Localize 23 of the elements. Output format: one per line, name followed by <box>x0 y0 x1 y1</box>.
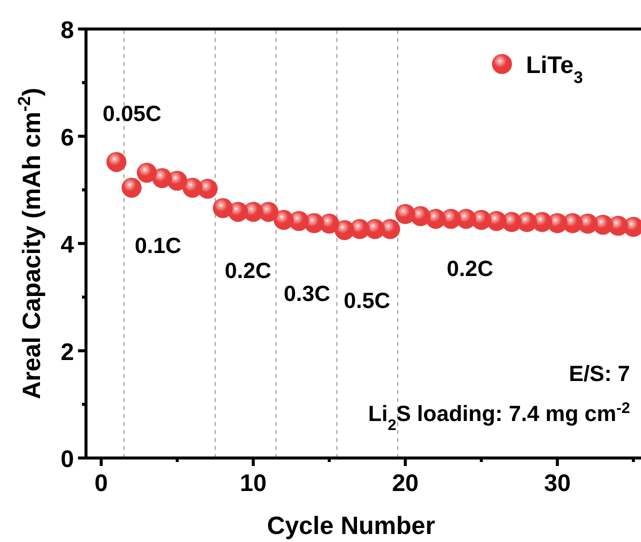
point <box>167 170 188 191</box>
annotation: 0.2C <box>446 256 494 281</box>
x-axis-title: Cycle Number <box>266 512 436 540</box>
x-tick-label: 0 <box>94 470 108 497</box>
x-tick-label: 10 <box>240 470 267 497</box>
annotation: Li$_{2}$S loading: 7.4 mg cm$^{-2}$ <box>368 400 630 434</box>
x-tick-label: 30 <box>544 470 571 497</box>
point <box>106 152 126 172</box>
annotation: 0.1C <box>134 233 182 258</box>
x-tick-label: 20 <box>392 470 419 497</box>
y-tick-label: 0 <box>60 446 74 473</box>
annotation: 0.3C <box>284 281 330 306</box>
annotation: 0.2C <box>224 258 272 283</box>
y-tick-label: 6 <box>60 124 74 152</box>
annotation: 0.5C <box>344 288 390 313</box>
point <box>122 178 142 198</box>
y-tick-label: 2 <box>60 338 74 366</box>
point <box>198 178 218 199</box>
annotation: E/S: 7 <box>568 361 630 386</box>
y-tick-label: 8 <box>60 17 74 44</box>
annotation: 0.05C <box>102 101 162 126</box>
y-tick-label: 4 <box>60 232 75 258</box>
legend-label: LiTe$_{3}$ <box>526 52 583 86</box>
